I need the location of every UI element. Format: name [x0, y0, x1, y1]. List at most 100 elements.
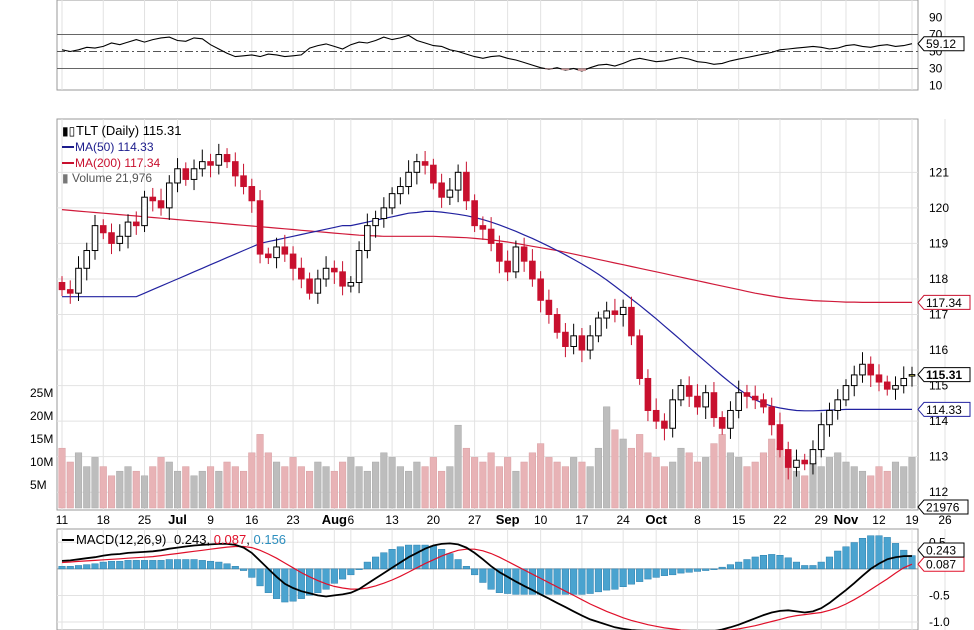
- volume-bar: [206, 466, 215, 509]
- candle-body: [182, 168, 190, 180]
- candle-body: [537, 278, 544, 301]
- ma200-tag: 117.34: [917, 294, 971, 310]
- candle-body: [463, 171, 470, 202]
- macd-histogram-bar: [578, 568, 586, 595]
- rsi-last-tag: 59.12: [917, 36, 965, 52]
- ma50-tag-text: 114.33: [926, 403, 962, 417]
- candle-body: [859, 363, 866, 376]
- volume-bar: [685, 452, 693, 509]
- macd-legend-value: 0.243: [174, 532, 207, 547]
- price-tick-label: 114: [929, 414, 948, 428]
- x-tick-label: 26: [938, 513, 952, 527]
- volume-tick-label: 5M: [30, 478, 47, 492]
- volume-bar: [438, 470, 446, 509]
- candle-body: [842, 385, 850, 401]
- macd-histogram-bar: [240, 568, 248, 571]
- volume-bar: [248, 452, 256, 509]
- x-tick-label: Sep: [496, 512, 520, 527]
- volume-bar: [289, 457, 297, 509]
- macd-histogram-bar: [702, 568, 710, 571]
- volume-bar: [743, 466, 751, 509]
- legend-volume: Volume 21,976: [72, 171, 152, 185]
- candle-body: [165, 182, 173, 209]
- volume-bar: [726, 452, 734, 509]
- volume-tick-label: 10M: [30, 455, 53, 469]
- candle-body: [116, 235, 124, 244]
- rsi-oversold-fill: [544, 68, 553, 70]
- candle-body: [331, 267, 338, 273]
- volume-bar: [891, 461, 900, 509]
- ma50-tag-shape: [917, 401, 971, 417]
- volume-bar: [264, 452, 272, 509]
- macd-histogram-bar: [644, 568, 652, 580]
- candle-body: [619, 306, 627, 315]
- volume-bar: [380, 452, 388, 509]
- macd-histogram-bar: [58, 566, 66, 570]
- macd-histogram-bar: [116, 560, 124, 570]
- price-tick-label: 115: [929, 379, 948, 393]
- candle-body: [215, 154, 223, 166]
- candle-body: [685, 385, 693, 397]
- candle-body: [677, 385, 685, 401]
- candle-body: [529, 260, 536, 280]
- macd-histogram-bar: [66, 566, 74, 570]
- macd-signal-tag-shape: [917, 556, 965, 572]
- macd-signal-tag: 0.087: [917, 556, 965, 572]
- candle-body: [702, 392, 709, 408]
- macd-histogram-bar: [652, 568, 660, 578]
- candle-body: [58, 282, 66, 291]
- candle-body: [91, 225, 99, 252]
- x-tick-label: Oct: [645, 512, 667, 527]
- volume-bar: [858, 470, 867, 509]
- ma50-line: [62, 210, 912, 412]
- macd-histogram-bar: [132, 560, 140, 570]
- x-tick-label: 15: [732, 513, 746, 527]
- volume-bar: [710, 443, 718, 509]
- macd-histogram-bar: [561, 568, 569, 595]
- volume-bar: [479, 461, 487, 509]
- candle-body: [636, 335, 643, 379]
- macd-histogram-bar: [124, 560, 132, 570]
- macd-histogram-bar: [487, 568, 495, 590]
- volume-bar: [487, 452, 495, 509]
- candle-body: [793, 459, 800, 468]
- macd-histogram-bar: [594, 568, 602, 593]
- volume-bar: [644, 452, 652, 509]
- macd-tick-label: -1.0: [929, 615, 950, 629]
- candle-body: [908, 374, 916, 377]
- macd-line: [61, 542, 913, 630]
- moving-average-layer: [61, 209, 912, 412]
- candle-body: [586, 335, 594, 351]
- x-tick-label: 8: [694, 513, 701, 527]
- volume-bar: [372, 461, 380, 509]
- candle-body: [306, 278, 313, 294]
- macd-panel: [56, 528, 919, 630]
- volume-bar: [190, 475, 198, 509]
- volume-bar: [355, 466, 363, 509]
- macd-histogram-bar: [685, 568, 693, 573]
- rsi-last-tag-text: 59.12: [926, 37, 956, 51]
- macd-histogram-bar: [413, 544, 421, 570]
- candle-body: [405, 171, 412, 188]
- macd-histogram-bar: [355, 568, 363, 570]
- candle-body: [232, 161, 239, 177]
- volume-bar: [504, 457, 512, 509]
- macd-histogram-bar: [322, 568, 330, 590]
- candle-body: [487, 228, 495, 244]
- volume-bar: [512, 470, 520, 509]
- volume-legend-icon: ▮: [62, 171, 69, 185]
- macd-histogram-bar: [99, 561, 107, 570]
- volume-bar: [421, 466, 429, 509]
- volume-bar: [273, 461, 281, 509]
- candle-body: [809, 449, 817, 465]
- volume-bar: [603, 406, 611, 509]
- volume-layer: [58, 406, 916, 509]
- histogram-legend-value: 0.156: [254, 532, 287, 547]
- rsi-layer: [57, 34, 918, 72]
- volume-tick-label: 15M: [30, 432, 53, 446]
- candle-body: [471, 200, 478, 227]
- candle-body: [75, 267, 82, 294]
- volume-bar: [825, 457, 834, 509]
